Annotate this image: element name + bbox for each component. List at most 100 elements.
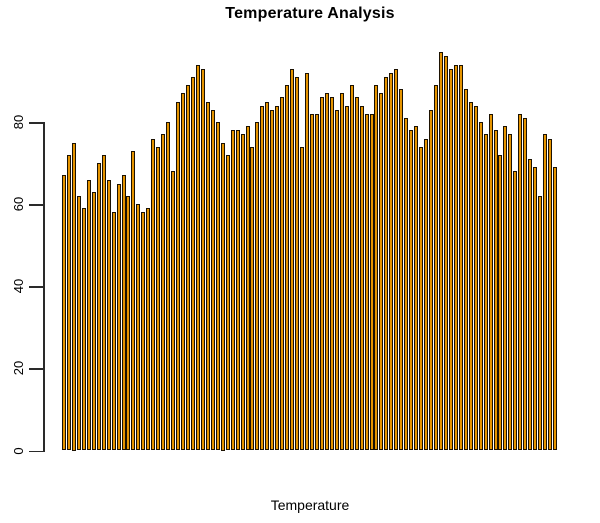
bar	[86, 179, 91, 451]
bar	[379, 93, 384, 451]
bar	[458, 64, 463, 451]
bar	[141, 212, 146, 451]
bar	[181, 93, 186, 451]
bar	[319, 97, 324, 451]
bar	[116, 183, 121, 451]
bar	[478, 122, 483, 451]
bar	[523, 117, 528, 451]
bar	[493, 130, 498, 451]
bar	[424, 138, 429, 451]
bar	[121, 175, 126, 451]
x-axis-label: Temperature	[270, 497, 350, 513]
y-tick-label: 40	[11, 279, 26, 294]
bar	[434, 85, 438, 451]
bar	[538, 195, 543, 451]
bar	[220, 142, 225, 451]
bar	[171, 171, 176, 451]
bar	[443, 56, 448, 451]
bar	[62, 175, 66, 451]
bar	[488, 113, 493, 451]
bar	[543, 134, 548, 451]
y-tick	[29, 368, 43, 370]
y-tick	[29, 450, 43, 452]
y-tick-label: 0	[11, 446, 26, 455]
bar	[265, 101, 270, 451]
bar	[468, 101, 473, 451]
bar	[126, 195, 131, 451]
bar	[483, 134, 488, 451]
bar	[250, 146, 255, 451]
bar	[255, 122, 260, 451]
bar	[414, 126, 419, 451]
bar	[498, 154, 503, 451]
bar	[76, 195, 81, 451]
bar	[71, 142, 76, 451]
bar	[344, 105, 349, 451]
bar	[508, 134, 513, 451]
bar	[136, 204, 141, 451]
chart-title: Temperature Analysis	[225, 5, 395, 22]
bar	[186, 85, 190, 451]
bar	[260, 105, 265, 451]
bar	[285, 85, 290, 451]
bar	[111, 212, 116, 451]
bar	[66, 154, 71, 451]
bar	[448, 68, 453, 451]
bar	[131, 150, 136, 451]
bar	[349, 85, 354, 451]
bar	[518, 113, 523, 451]
bar	[295, 76, 300, 451]
bar	[463, 89, 468, 451]
bar	[245, 126, 250, 451]
bar	[359, 105, 364, 451]
bar	[280, 97, 285, 451]
bar	[151, 138, 156, 451]
y-tick-label: 20	[11, 361, 26, 376]
bar	[91, 191, 96, 451]
bar	[300, 146, 305, 451]
bar	[270, 109, 275, 451]
bar	[225, 154, 230, 451]
bar	[275, 105, 280, 451]
bar	[389, 72, 394, 451]
bar	[200, 68, 205, 451]
bar	[453, 64, 458, 451]
bar	[513, 171, 518, 451]
bar	[369, 113, 374, 451]
bar	[156, 146, 161, 451]
bar	[384, 76, 389, 451]
bar	[161, 134, 166, 451]
bar	[210, 109, 215, 451]
bar	[324, 93, 329, 451]
bar	[528, 159, 533, 451]
bar	[235, 130, 240, 451]
bar	[310, 113, 314, 451]
bar	[81, 208, 86, 451]
bar	[473, 105, 478, 451]
bar	[394, 68, 399, 451]
bar	[438, 52, 443, 451]
bar	[374, 85, 379, 451]
bar	[548, 138, 553, 451]
bar	[339, 93, 344, 451]
bar	[314, 113, 319, 451]
bar	[429, 109, 434, 451]
y-tick	[29, 286, 43, 288]
bar	[533, 167, 538, 451]
bar	[96, 163, 101, 451]
bar	[354, 97, 359, 451]
bar	[230, 130, 235, 451]
bar	[364, 113, 369, 451]
bar	[166, 122, 171, 451]
bar	[305, 72, 310, 451]
bar	[190, 76, 195, 451]
bar	[106, 179, 111, 451]
y-axis-line	[43, 122, 45, 452]
bar	[503, 126, 508, 451]
bar	[409, 130, 414, 451]
bar	[205, 101, 210, 451]
y-tick-label: 60	[11, 196, 26, 212]
bar	[101, 154, 106, 451]
